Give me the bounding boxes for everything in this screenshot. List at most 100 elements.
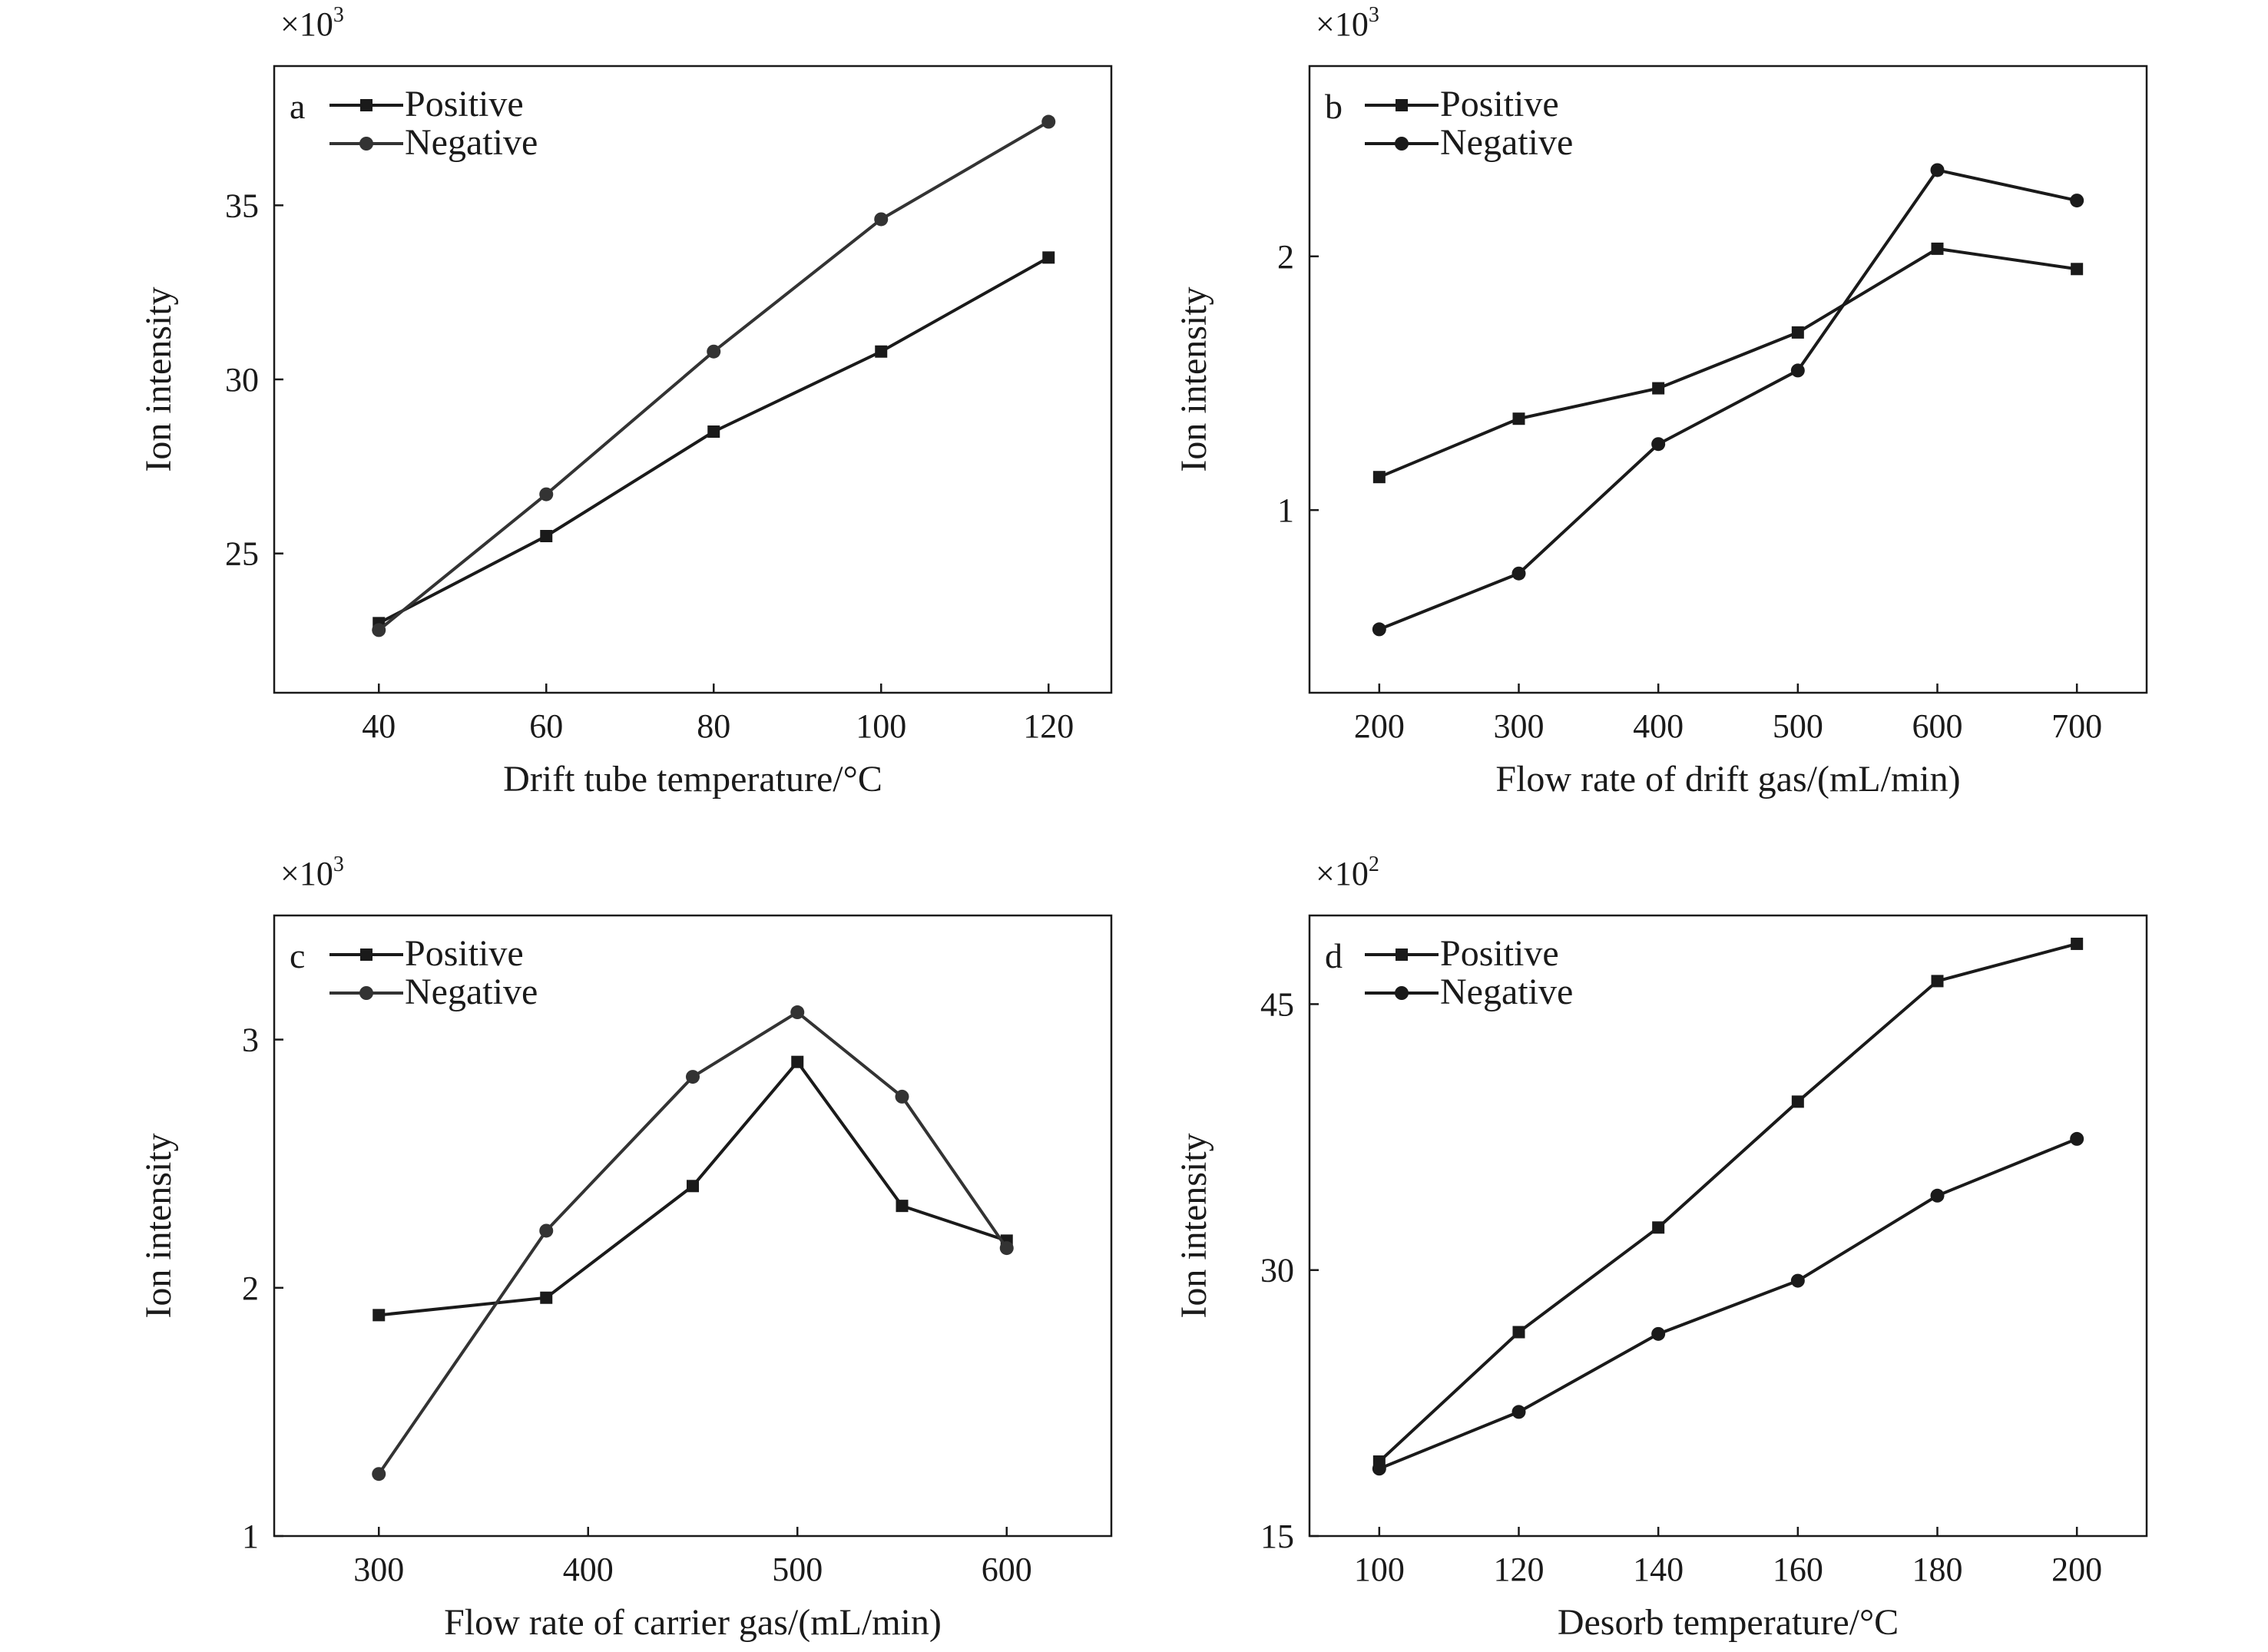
series-line-negative [377, 120, 1050, 631]
data-point [1042, 251, 1055, 264]
legend-entry-positive: Positive [329, 84, 524, 124]
x-tick-label: 700 [2051, 707, 2102, 745]
chart-panel-c: 300 400 500 600 1 2 3 Flow rate of carrier gas/… [138, 852, 1113, 1643]
data-point [372, 623, 386, 637]
data-point [896, 1200, 909, 1213]
data-point [1651, 437, 1666, 452]
legend-label: Positive [1440, 84, 1559, 124]
data-point [999, 1241, 1014, 1256]
series-negative [372, 114, 1056, 637]
data-point [372, 1309, 386, 1322]
data-point [1372, 622, 1386, 637]
data-point [539, 487, 554, 502]
legend-marker [360, 99, 372, 111]
series-negative [1372, 1131, 2084, 1476]
data-point [1652, 1221, 1665, 1234]
x-tick-label: 160 [1773, 1551, 1823, 1588]
y-tick-label: 25 [225, 535, 259, 573]
y-tick-label: 1 [242, 1518, 259, 1555]
y-multiplier-exponent: 2 [1369, 852, 1379, 876]
y-multiplier-base: ×10 [1316, 855, 1369, 892]
x-tick-label: 500 [772, 1551, 823, 1588]
x-axis-title: Desorb temperature/°C [1558, 1602, 1899, 1643]
data-point [1790, 363, 1805, 378]
x-tick-label: 200 [1354, 707, 1405, 745]
chart-panel-a: 40 60 80 100 120 25 30 35 Drift tube temperature… [138, 3, 1113, 800]
series-line-positive [378, 256, 1050, 625]
legend-entry-positive: Positive [1365, 933, 1559, 974]
x-tick-label: 600 [1912, 707, 1963, 745]
panel-letter: b [1325, 87, 1343, 126]
y-tick-label: 30 [1260, 1252, 1294, 1289]
x-tick-label: 300 [353, 1551, 404, 1588]
y-tick-label: 2 [242, 1270, 259, 1307]
series-positive [372, 1055, 1013, 1322]
y-tick-label: 30 [225, 361, 259, 399]
legend-entry-positive: Positive [329, 933, 524, 974]
data-point [1790, 1273, 1805, 1288]
data-point [1511, 566, 1526, 581]
y-multiplier-base: ×10 [280, 5, 333, 43]
legend-label: Positive [1440, 933, 1559, 974]
data-point [1372, 1462, 1386, 1476]
legend-entry-negative: Negative [329, 122, 538, 163]
data-point [1512, 1326, 1525, 1339]
legend-marker [360, 948, 372, 961]
series-line-positive [1379, 247, 2078, 479]
panel-letter: a [290, 87, 305, 126]
data-point [1791, 1095, 1804, 1108]
data-point [875, 345, 888, 358]
y-multiplier: ×103 [1316, 3, 1379, 43]
chart-panel-b: 200 300 400 500 600 700 1 2 Flow rate of drift g… [1174, 3, 2148, 800]
legend-marker [359, 986, 373, 1000]
series-negative [372, 1005, 1014, 1482]
x-tick-label: 200 [2051, 1551, 2102, 1588]
x-tick-label: 300 [1494, 707, 1545, 745]
legend-marker [1395, 137, 1409, 151]
x-tick-label: 500 [1773, 707, 1823, 745]
legend-marker [1396, 948, 1408, 961]
data-point [1041, 114, 1056, 129]
data-point [895, 1089, 909, 1104]
series-line-negative [377, 1010, 1008, 1475]
legend-marker [1396, 99, 1408, 111]
y-axis-title: Ion intensity [138, 1133, 179, 1318]
legend-label: Negative [1440, 122, 1573, 163]
data-point [1651, 1326, 1666, 1341]
series-line-positive [1378, 942, 2078, 1463]
series-positive [1372, 937, 2084, 1468]
data-point [1930, 163, 1945, 177]
y-multiplier: ×103 [280, 3, 344, 43]
y-axis-title: Ion intensity [1174, 286, 1214, 472]
legend-marker [359, 137, 373, 151]
y-multiplier-base: ×10 [280, 855, 333, 892]
data-point [1791, 326, 1804, 339]
data-point [791, 1055, 804, 1068]
x-tick-label: 120 [1023, 707, 1074, 745]
x-tick-label: 60 [529, 707, 563, 745]
data-point [1511, 1405, 1526, 1419]
data-point [2071, 937, 2084, 950]
series-line-negative [1379, 168, 2078, 631]
y-multiplier: ×103 [280, 852, 344, 892]
x-tick-label: 80 [697, 707, 730, 745]
y-multiplier-exponent: 3 [333, 3, 344, 27]
y-tick-label: 45 [1260, 985, 1294, 1023]
y-axis-title: Ion intensity [1174, 1133, 1214, 1318]
data-point [540, 530, 553, 542]
x-tick-label: 100 [856, 707, 906, 745]
plot-frame [1308, 914, 2148, 1538]
data-point [2071, 263, 2084, 276]
x-tick-label: 120 [1494, 1551, 1545, 1588]
data-point [707, 425, 720, 438]
y-multiplier: ×102 [1316, 852, 1379, 892]
data-point [707, 344, 721, 359]
data-point [540, 1291, 553, 1304]
legend-entry-negative: Negative [1365, 972, 1573, 1012]
data-point [687, 1180, 699, 1193]
data-point [790, 1005, 805, 1020]
data-point [2070, 1131, 2084, 1146]
y-tick-label: 3 [242, 1021, 259, 1059]
y-tick-label: 35 [225, 187, 259, 224]
